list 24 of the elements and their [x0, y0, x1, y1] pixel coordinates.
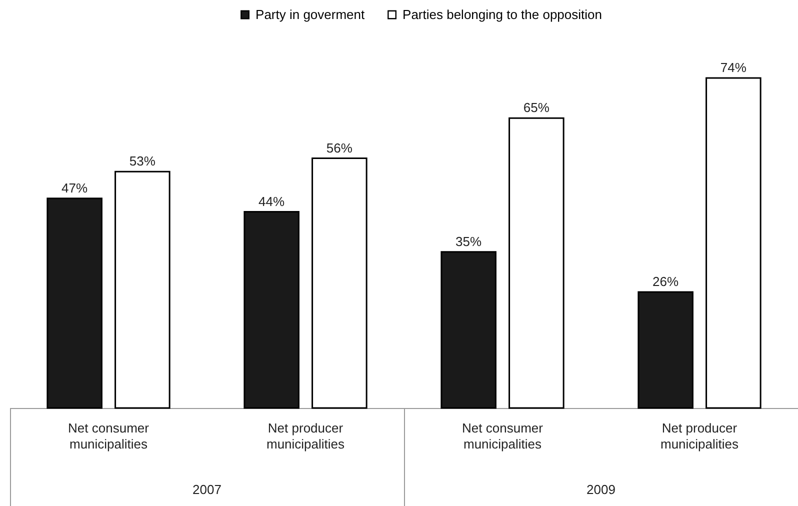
bar [244, 211, 300, 409]
data-label: 26% [652, 274, 680, 290]
x-tick-label: Net producer municipalities [266, 420, 346, 452]
bar [638, 291, 694, 409]
bar [508, 117, 564, 409]
x-tick-label: Net consumer municipalities [68, 420, 150, 452]
legend-label: Party in goverment [256, 6, 366, 22]
bar [312, 158, 368, 409]
data-label: 47% [62, 180, 88, 196]
text: 2007 [192, 482, 222, 497]
data-label: 65% [523, 100, 550, 116]
bar [114, 170, 170, 409]
bar [706, 77, 762, 409]
text: 2009 [586, 482, 616, 497]
bar [46, 198, 102, 409]
data-label: 35% [456, 234, 482, 249]
data-label: 53% [129, 154, 156, 169]
bar [440, 251, 496, 409]
data-label: 74% [720, 60, 747, 75]
x-tick-label: Net producer municipalities [660, 420, 740, 452]
legend-label: Parties belonging to the opposition [402, 6, 602, 22]
data-label: 56% [326, 140, 353, 156]
x-tick-label: Net consumer municipalities [462, 420, 544, 452]
data-label: 44% [258, 194, 286, 209]
